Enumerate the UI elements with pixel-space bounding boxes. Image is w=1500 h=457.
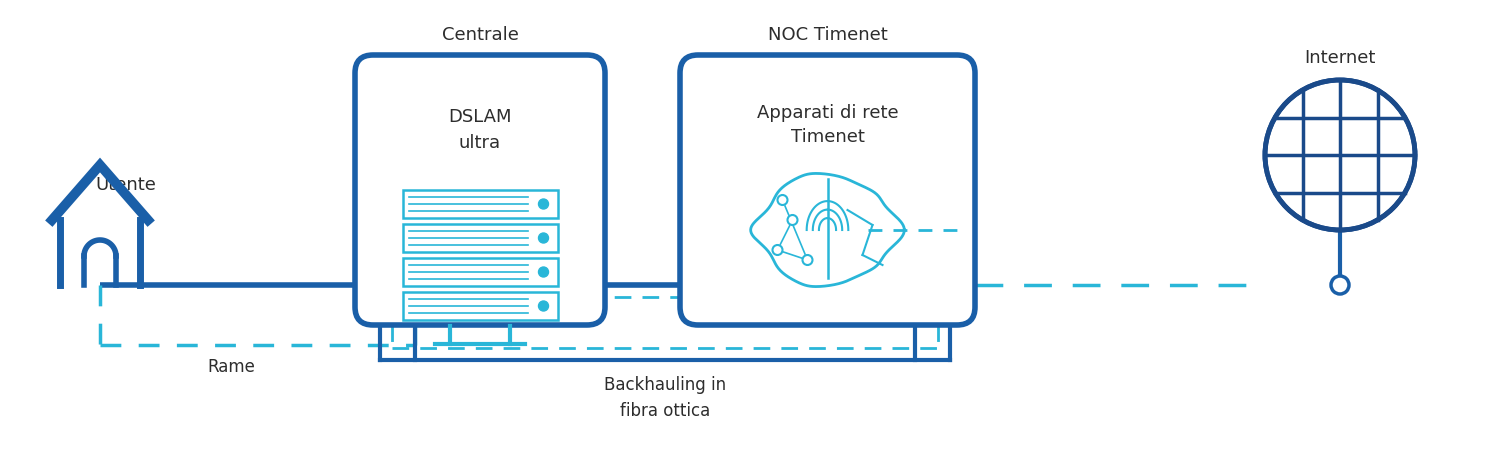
Circle shape: [538, 233, 549, 243]
FancyBboxPatch shape: [680, 55, 975, 325]
Text: NOC Timenet: NOC Timenet: [768, 26, 888, 44]
FancyBboxPatch shape: [356, 55, 604, 325]
Bar: [402, 190, 558, 218]
Circle shape: [538, 301, 549, 311]
Text: Rame: Rame: [207, 358, 255, 376]
Text: Centrale: Centrale: [441, 26, 519, 44]
Text: DSLAM
ultra: DSLAM ultra: [448, 108, 512, 152]
Circle shape: [788, 215, 798, 225]
Text: Internet: Internet: [1305, 49, 1376, 67]
Bar: [402, 292, 558, 320]
Text: Backhauling in
fibra ottica: Backhauling in fibra ottica: [604, 376, 726, 420]
Circle shape: [777, 195, 788, 205]
Text: Apparati di rete
Timenet: Apparati di rete Timenet: [756, 103, 898, 147]
Circle shape: [538, 267, 549, 277]
Circle shape: [802, 255, 813, 265]
Bar: [402, 224, 558, 252]
Circle shape: [1330, 276, 1348, 294]
Text: Utente: Utente: [94, 176, 156, 194]
Bar: [402, 258, 558, 286]
Circle shape: [772, 245, 783, 255]
Circle shape: [538, 199, 549, 209]
Circle shape: [1264, 80, 1414, 230]
